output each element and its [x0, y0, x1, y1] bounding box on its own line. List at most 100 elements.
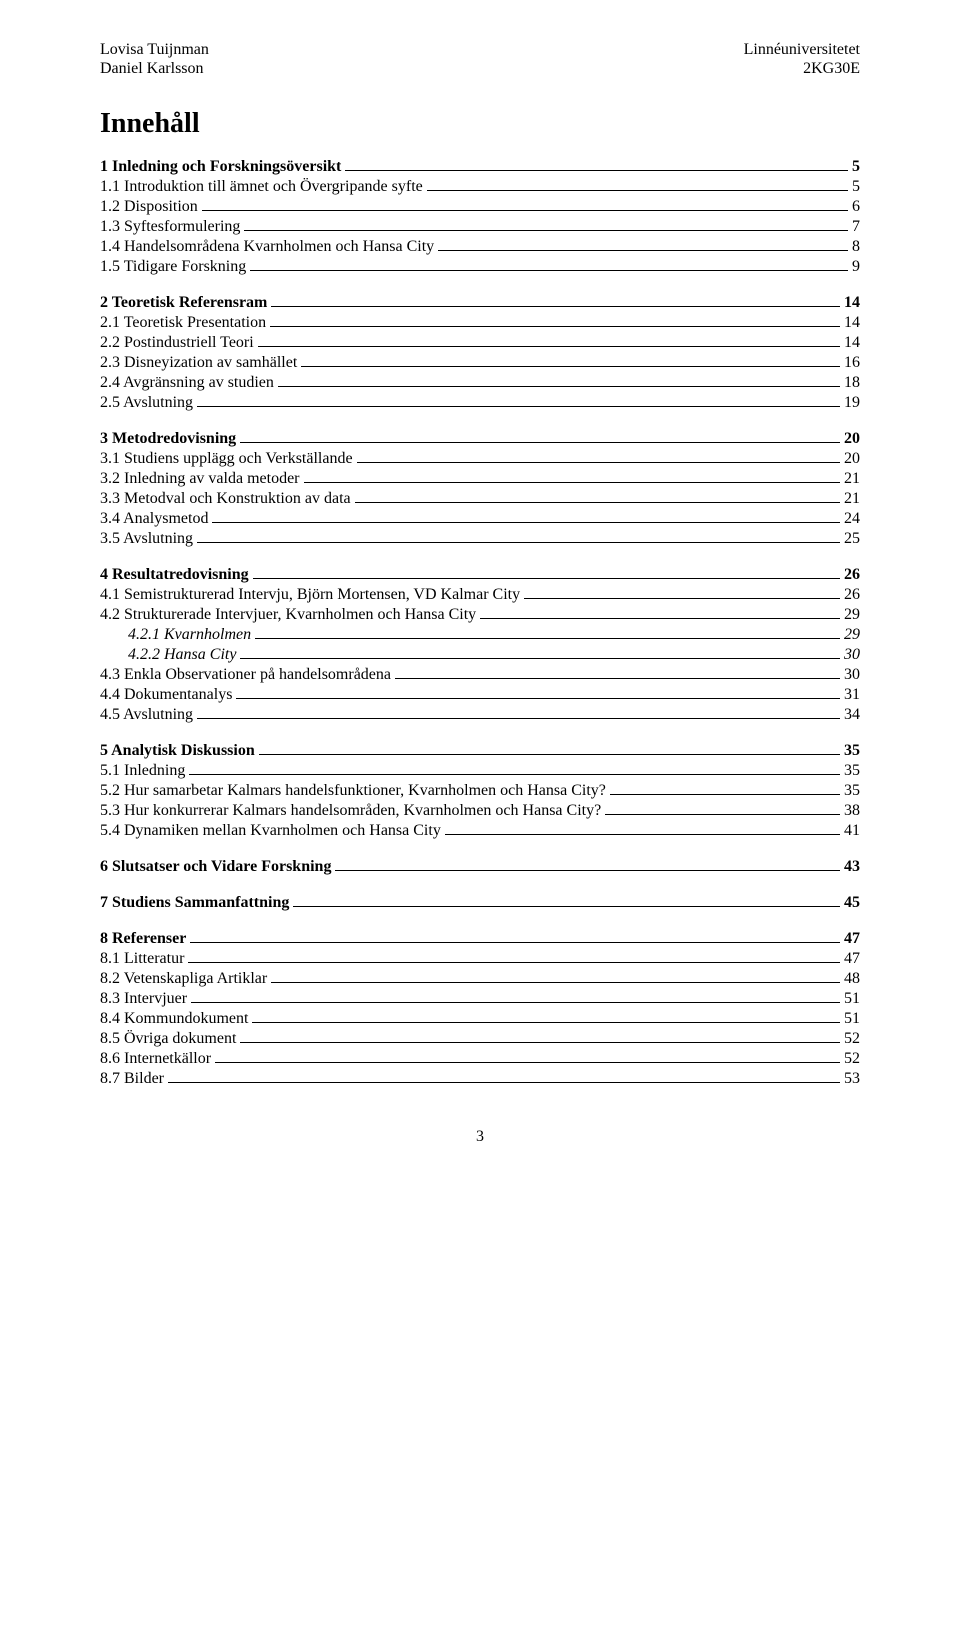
toc-entry-label: 2.1 Teoretisk Presentation	[100, 314, 266, 332]
toc-entry-label: 5.1 Inledning	[100, 762, 185, 780]
toc-entry: 8.4 Kommundokument51	[100, 1010, 860, 1028]
toc-entry-page: 19	[844, 394, 860, 412]
toc-entry: 2.1 Teoretisk Presentation 14	[100, 314, 860, 332]
toc-entry-page: 35	[844, 742, 860, 760]
toc-entry-page: 14	[844, 314, 860, 332]
toc-entry-label: 1.3 Syftesformulering	[100, 218, 240, 236]
course-code: 2KG30E	[744, 59, 860, 78]
toc-entry: 5 Analytisk Diskussion 35	[100, 742, 860, 760]
toc-entry-label: 8.5 Övriga dokument	[100, 1030, 236, 1048]
toc-entry-page: 21	[844, 470, 860, 488]
toc-leader-line	[524, 598, 840, 599]
toc-entry-page: 53	[844, 1070, 860, 1088]
toc-entry: 1.4 Handelsområdena Kvarnholmen och Hans…	[100, 238, 860, 256]
toc-entry-label: 4.4 Dokumentanalys	[100, 686, 232, 704]
header-right: Linnéuniversitetet 2KG30E	[744, 40, 860, 78]
toc-leader-line	[480, 618, 840, 619]
toc-leader-line	[197, 542, 840, 543]
toc-leader-line	[190, 942, 840, 943]
toc-entry: 8.7 Bilder 53	[100, 1070, 860, 1088]
toc-leader-line	[215, 1062, 840, 1063]
toc-entry-page: 8	[852, 238, 860, 256]
toc-entry: 8.1 Litteratur47	[100, 950, 860, 968]
toc-entry: 1 Inledning och Forskningsöversikt5	[100, 158, 860, 176]
toc-leader-line	[252, 1022, 840, 1023]
toc-leader-line	[357, 462, 840, 463]
toc-entry-label: 4.1 Semistrukturerad Intervju, Björn Mor…	[100, 586, 520, 604]
toc-entry-label: 5 Analytisk Diskussion	[100, 742, 255, 760]
toc-entry-label: 2 Teoretisk Referensram	[100, 294, 267, 312]
page-title: Innehåll	[100, 108, 860, 140]
toc-leader-line	[355, 502, 840, 503]
toc-entry-page: 26	[844, 566, 860, 584]
header-left: Lovisa Tuijnman Daniel Karlsson	[100, 40, 209, 78]
toc-entry: 2.4 Avgränsning av studien18	[100, 374, 860, 392]
toc-entry: 1.5 Tidigare Forskning9	[100, 258, 860, 276]
page: Lovisa Tuijnman Daniel Karlsson Linnéuni…	[0, 0, 960, 1196]
toc-entry: 1.3 Syftesformulering7	[100, 218, 860, 236]
toc-entry-page: 41	[844, 822, 860, 840]
toc-leader-line	[427, 190, 848, 191]
toc-entry-page: 38	[844, 802, 860, 820]
toc-entry-page: 5	[852, 178, 860, 196]
toc-entry-page: 45	[844, 894, 860, 912]
toc-entry: 1.1 Introduktion till ämnet och Övergrip…	[100, 178, 860, 196]
toc-entry-page: 51	[844, 1010, 860, 1028]
toc-entry-page: 52	[844, 1030, 860, 1048]
toc-entry-page: 29	[844, 606, 860, 624]
toc-leader-line	[212, 522, 840, 523]
toc-entry: 5.2 Hur samarbetar Kalmars handelsfunkti…	[100, 782, 860, 800]
toc-entry-page: 51	[844, 990, 860, 1008]
toc-leader-line	[259, 754, 840, 755]
toc-leader-line	[278, 386, 840, 387]
toc-entry-page: 21	[844, 490, 860, 508]
toc-entry: 4.2.1 Kvarnholmen29	[100, 626, 860, 644]
author-name-2: Daniel Karlsson	[100, 59, 209, 78]
toc-entry: 3.3 Metodval och Konstruktion av data21	[100, 490, 860, 508]
toc-entry-label: 1.2 Disposition	[100, 198, 198, 216]
toc-leader-line	[250, 270, 848, 271]
toc-entry-label: 8.6 Internetkällor	[100, 1050, 211, 1068]
toc-entry-page: 48	[844, 970, 860, 988]
toc-leader-line	[197, 718, 840, 719]
toc-entry-page: 6	[852, 198, 860, 216]
toc-entry: 8.2 Vetenskapliga Artiklar 48	[100, 970, 860, 988]
toc-entry: 8 Referenser 47	[100, 930, 860, 948]
toc-entry-page: 30	[844, 666, 860, 684]
university-name: Linnéuniversitetet	[744, 40, 860, 59]
toc-entry-label: 8 Referenser	[100, 930, 186, 948]
toc-entry: 8.3 Intervjuer51	[100, 990, 860, 1008]
toc-entry-label: 2.3 Disneyization av samhället	[100, 354, 297, 372]
toc-entry-label: 3.4 Analysmetod	[100, 510, 208, 528]
toc-leader-line	[438, 250, 848, 251]
toc-entry: 4.5 Avslutning34	[100, 706, 860, 724]
toc-entry-label: 5.4 Dynamiken mellan Kvarnholmen och Han…	[100, 822, 441, 840]
toc-entry-label: 1 Inledning och Forskningsöversikt	[100, 158, 341, 176]
table-of-contents: 1 Inledning och Forskningsöversikt51.1 I…	[100, 158, 860, 1088]
toc-entry: 4.1 Semistrukturerad Intervju, Björn Mor…	[100, 586, 860, 604]
toc-entry-label: 3.5 Avslutning	[100, 530, 193, 548]
toc-leader-line	[191, 1002, 840, 1003]
toc-entry-page: 14	[844, 294, 860, 312]
toc-entry-label: 6 Slutsatser och Vidare Forskning	[100, 858, 331, 876]
toc-entry-label: 8.2 Vetenskapliga Artiklar	[100, 970, 267, 988]
toc-leader-line	[236, 698, 840, 699]
author-name-1: Lovisa Tuijnman	[100, 40, 209, 59]
toc-leader-line	[301, 366, 840, 367]
toc-entry-label: 4.2.2 Hansa City	[128, 646, 236, 664]
page-number: 3	[100, 1128, 860, 1146]
toc-leader-line	[445, 834, 840, 835]
toc-leader-line	[168, 1082, 840, 1083]
toc-entry: 5.3 Hur konkurrerar Kalmars handelsområd…	[100, 802, 860, 820]
page-header: Lovisa Tuijnman Daniel Karlsson Linnéuni…	[100, 40, 860, 78]
toc-entry-page: 18	[844, 374, 860, 392]
toc-entry: 7 Studiens Sammanfattning45	[100, 894, 860, 912]
toc-entry-label: 2.2 Postindustriell Teori	[100, 334, 254, 352]
toc-entry-label: 4.3 Enkla Observationer på handelsområde…	[100, 666, 391, 684]
toc-leader-line	[345, 170, 848, 171]
toc-entry: 5.1 Inledning35	[100, 762, 860, 780]
toc-entry-label: 8.7 Bilder	[100, 1070, 164, 1088]
toc-entry-label: 2.5 Avslutning	[100, 394, 193, 412]
toc-entry: 3 Metodredovisning20	[100, 430, 860, 448]
toc-entry-page: 47	[844, 930, 860, 948]
